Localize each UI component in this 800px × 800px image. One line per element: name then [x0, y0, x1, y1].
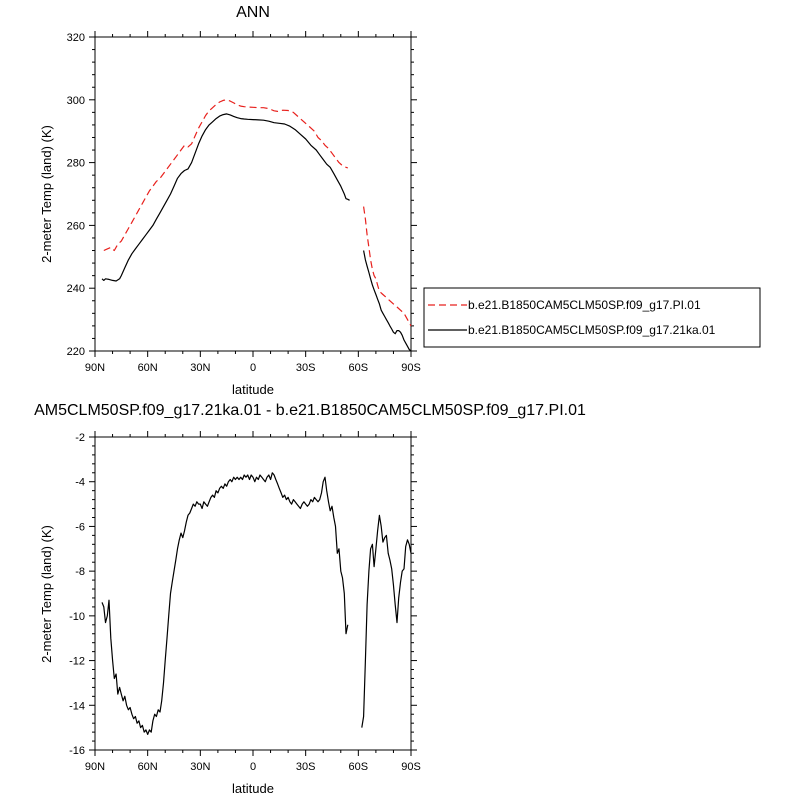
- x-tick-label: 60S: [349, 362, 369, 374]
- top-chart-title: ANN: [236, 4, 270, 21]
- bottom-series-lines: [101, 472, 412, 736]
- y-tick-label: -12: [69, 656, 85, 668]
- x-tick-label: 90N: [85, 761, 105, 773]
- series-line-1-0: [361, 514, 412, 728]
- x-tick-label: 30N: [190, 362, 210, 374]
- x-tick-label: 90S: [401, 362, 421, 374]
- x-tick-label: 30S: [296, 761, 316, 773]
- bottom-panel: AM5CLM50SP.f09_g17.21ka.01 - b.e21.B1850…: [34, 402, 586, 796]
- y-tick-label: -16: [69, 745, 85, 757]
- y-tick-label: -6: [75, 521, 85, 533]
- y-tick-label: -14: [69, 700, 85, 712]
- legend: b.e21.B1850CAM5CLM50SP.f09_g17.PI.01 b.e…: [423, 287, 761, 348]
- top-y-axis-label: 2-meter Temp (land) (K): [39, 125, 54, 263]
- y-tick-label: 300: [67, 95, 85, 107]
- top-x-axis-label: latitude: [232, 382, 274, 397]
- y-tick-label: 220: [67, 346, 85, 358]
- y-tick-label: -10: [69, 611, 85, 623]
- x-tick-label: 60S: [349, 761, 369, 773]
- bottom-x-axis-label: latitude: [232, 781, 274, 796]
- top-plot-frame: [94, 36, 412, 352]
- series-line-1-0: [101, 472, 349, 736]
- series-line-0-1: [101, 113, 350, 282]
- y-tick-label: 260: [67, 220, 85, 232]
- x-tick-label: 30N: [190, 761, 210, 773]
- bottom-chart-title: AM5CLM50SP.f09_g17.21ka.01 - b.e21.B1850…: [34, 402, 586, 419]
- x-tick-label: 90N: [85, 362, 105, 374]
- x-tick-label: 90S: [401, 761, 421, 773]
- top-panel: ANN 90N 60N 30N 0 30S 60S 90S 220 240 260 280 300 32…: [39, 4, 421, 397]
- legend-label-pi: b.e21.B1850CAM5CLM50SP.f09_g17.PI.01: [468, 298, 701, 312]
- y-tick-label: -4: [75, 477, 85, 489]
- x-tick-label: 0: [250, 362, 256, 374]
- series-line-0-0: [103, 99, 348, 252]
- bottom-axis-ticks: 90N 60N 30N 0 30S 60S 90S -16 -14 -12 -10 -8 -6 -4 -2: [69, 431, 421, 773]
- x-tick-label: 60N: [138, 761, 158, 773]
- bottom-y-axis-label: 2-meter Temp (land) (K): [39, 525, 54, 663]
- top-axis-ticks: 90N 60N 30N 0 30S 60S 90S 220 240 260 280 300 320: [67, 31, 421, 374]
- y-tick-label: -2: [75, 432, 85, 444]
- x-tick-label: 0: [250, 761, 256, 773]
- legend-label-21ka: b.e21.B1850CAM5CLM50SP.f09_g17.21ka.01: [468, 323, 716, 337]
- y-tick-label: -8: [75, 566, 85, 578]
- y-tick-label: 320: [67, 32, 85, 44]
- y-tick-label: 280: [67, 158, 85, 170]
- series-line-0-0: [363, 206, 412, 327]
- series-line-0-1: [363, 250, 412, 352]
- top-series-lines: [101, 99, 412, 352]
- y-tick-label: 240: [67, 283, 85, 295]
- legend-box: [423, 287, 761, 348]
- x-tick-label: 30S: [296, 362, 316, 374]
- x-tick-label: 60N: [138, 362, 158, 374]
